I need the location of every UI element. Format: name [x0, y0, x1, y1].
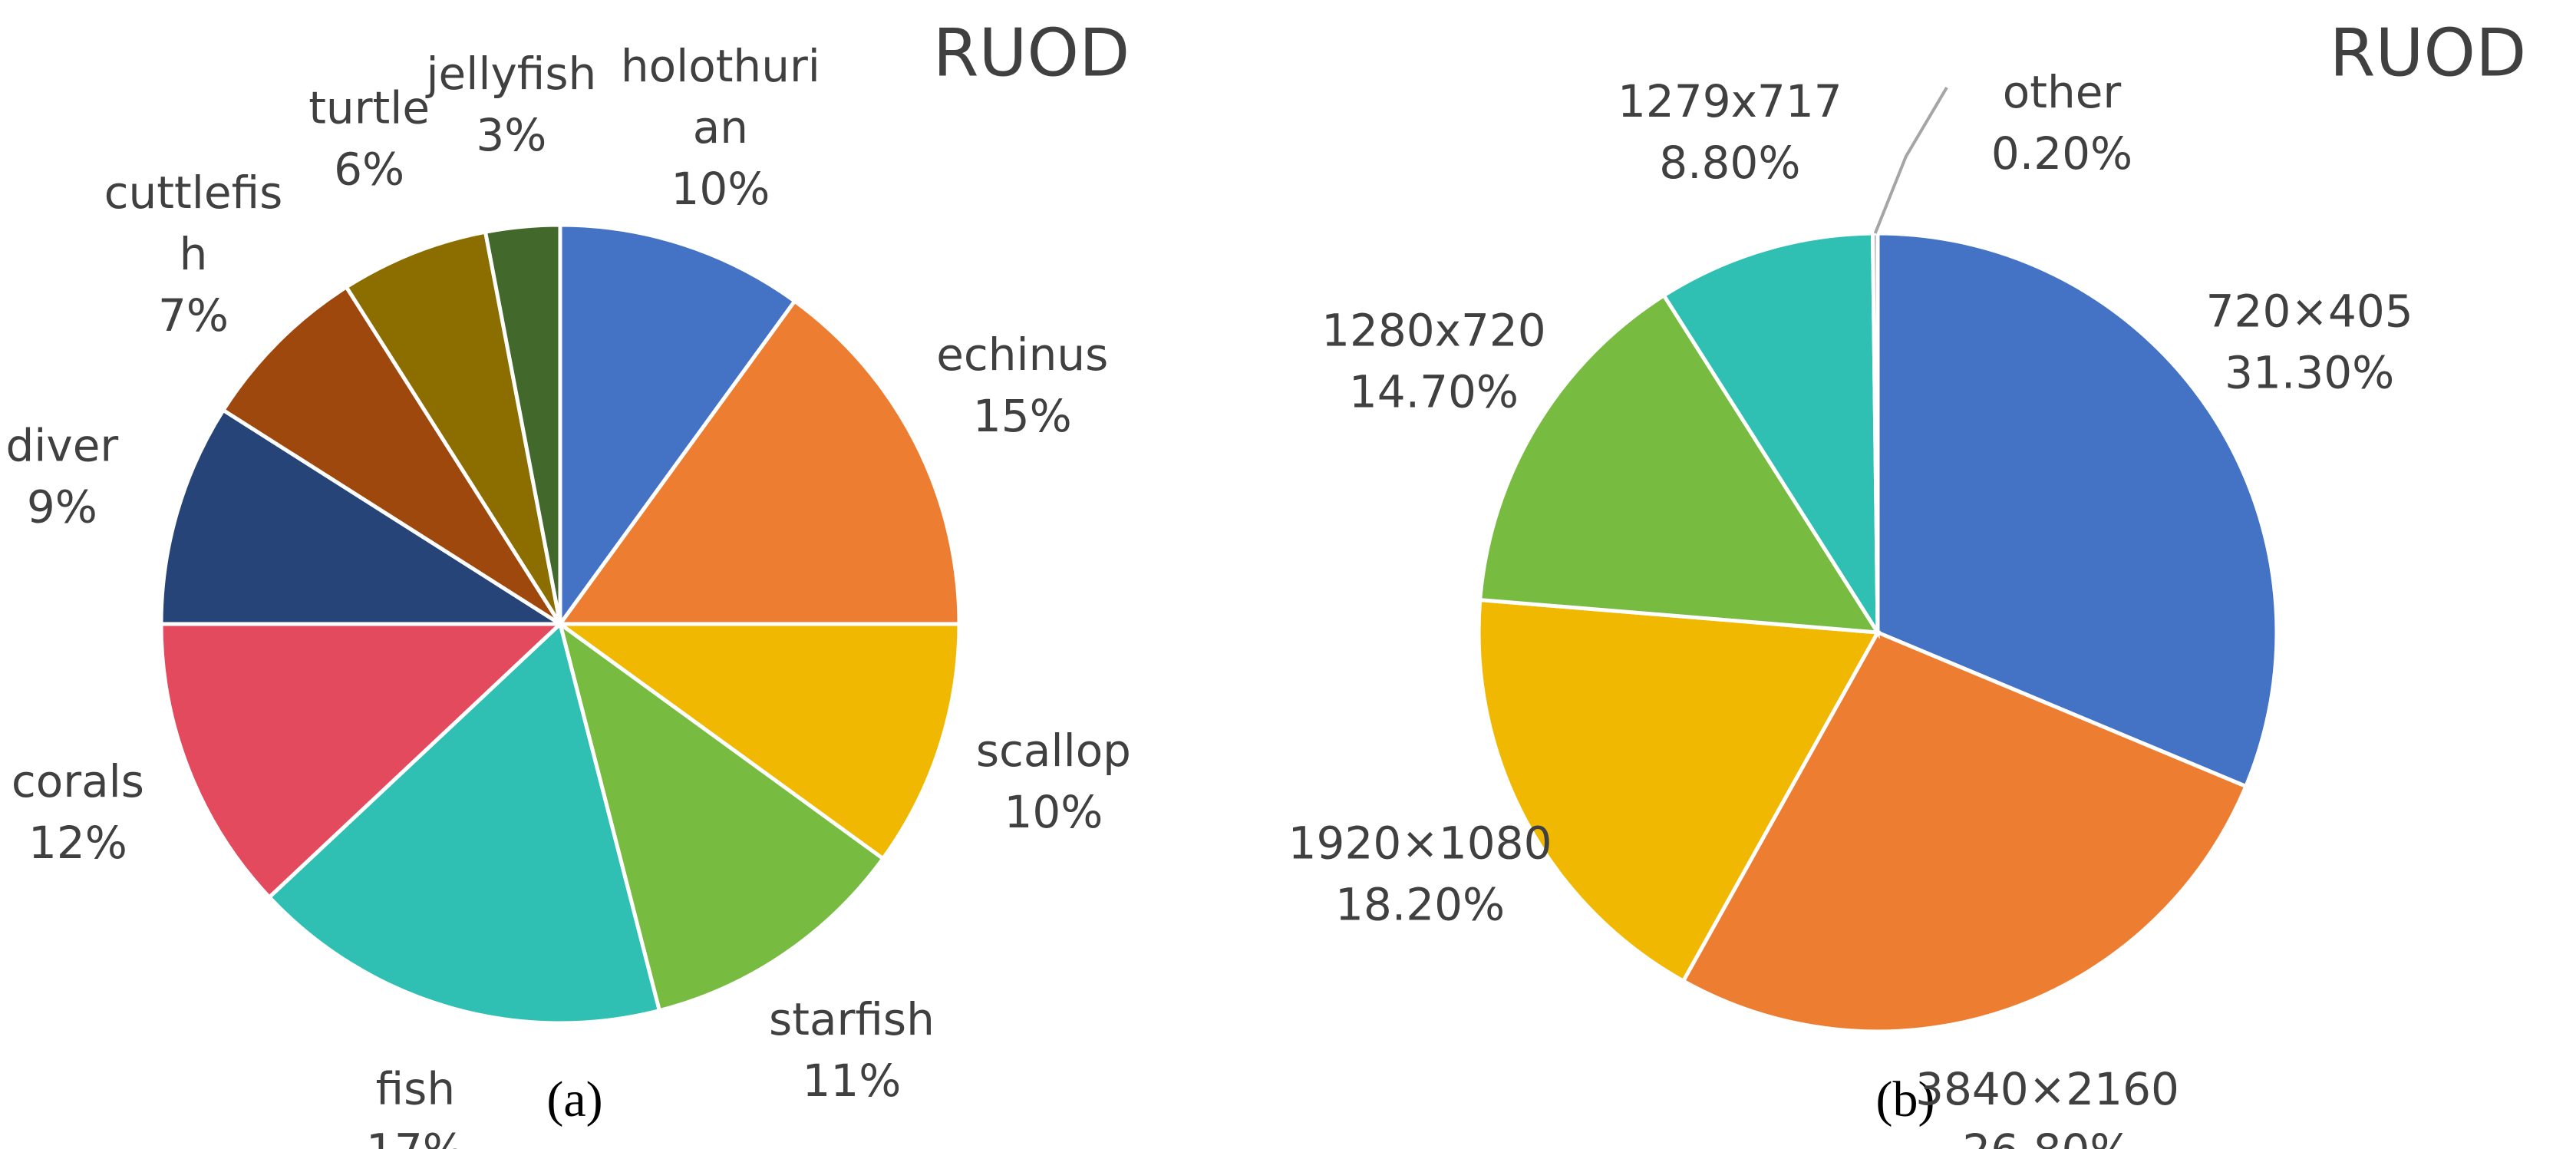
pie-slice — [343, 229, 562, 626]
pie-slice — [556, 619, 886, 1013]
value-label: 31.30% — [2225, 346, 2394, 398]
pie-slice — [483, 223, 562, 625]
pie-slice — [558, 223, 798, 630]
slice-label: 1280x720 — [1321, 305, 1546, 357]
value-label: 17% — [366, 1124, 465, 1149]
label-line: cuttlefis — [104, 167, 283, 219]
value-label: 8.80% — [1659, 137, 1800, 189]
slice-label: other — [2003, 66, 2122, 118]
value-label: 3% — [476, 109, 546, 161]
value-label: 9% — [27, 481, 97, 533]
value-label: 18.20% — [1335, 878, 1505, 930]
pie-slice — [159, 407, 567, 626]
slice-label: corals — [12, 755, 144, 807]
slice-label: cuttlefis h — [104, 167, 283, 280]
value-label: 10% — [671, 163, 770, 215]
pie-slice — [1875, 231, 2279, 789]
slice-label: jellyfish — [424, 48, 596, 100]
chart-title: RUOD — [2330, 15, 2527, 91]
pie-slice — [1661, 231, 1880, 639]
value-label: 12% — [28, 817, 127, 869]
slice-label: diver — [5, 420, 118, 472]
value-label: 6% — [334, 144, 404, 196]
label-line: an — [693, 101, 748, 154]
value-label: 14.70% — [1349, 366, 1519, 418]
value-label: 7% — [158, 289, 229, 342]
caption: (b) — [1876, 1071, 1935, 1128]
slice-label: holothuri an — [621, 40, 820, 154]
caption: (a) — [546, 1071, 602, 1128]
value-label: 15% — [973, 390, 1072, 442]
pie-slice — [556, 298, 961, 626]
slice-label: 1279x717 — [1618, 75, 1842, 127]
slice-label: turtle — [308, 82, 430, 134]
slice-label: fish — [376, 1062, 456, 1114]
value-label: 11% — [803, 1055, 902, 1107]
label-line: holothuri — [621, 40, 820, 92]
slice-label: 3840×2160 — [1915, 1063, 2179, 1115]
value-label: 26.80% — [1962, 1124, 2132, 1149]
slice-label: scallop — [976, 725, 1131, 777]
label-line: h — [180, 228, 208, 280]
value-label: 0.20% — [1991, 127, 2132, 180]
slice-label: 1920×1080 — [1288, 817, 1552, 869]
slice-label: 720×405 — [2206, 285, 2413, 337]
value-label: 10% — [1004, 786, 1103, 838]
pie-slice — [159, 622, 566, 900]
chart-title: RUOD — [933, 15, 1130, 91]
pie-slice — [220, 284, 562, 626]
slice-label: echinus — [936, 329, 1108, 381]
pie-slice — [266, 620, 662, 1025]
leader-line — [1873, 86, 1948, 234]
pie-slice — [1476, 597, 1882, 984]
slice-label: starfish — [769, 993, 935, 1045]
pie-slice — [554, 622, 961, 862]
pie-slice — [1478, 292, 1882, 635]
